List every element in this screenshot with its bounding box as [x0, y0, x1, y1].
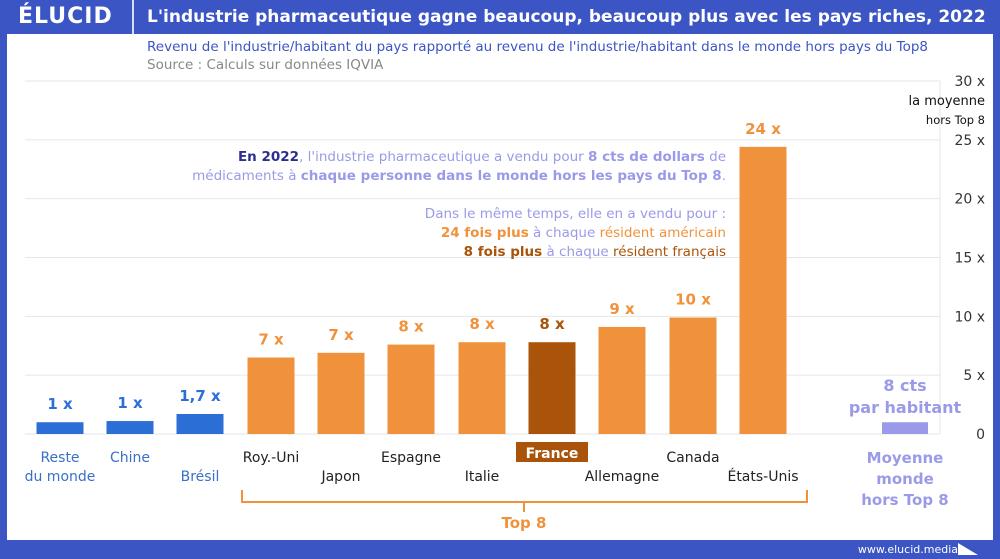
y-tick-label: 25 x [954, 133, 985, 149]
top8-bracket [241, 490, 808, 512]
bar [739, 146, 787, 435]
bar-value-label: 8 x [469, 315, 495, 333]
ann-text: En 2022 [237, 149, 300, 165]
bar [106, 421, 154, 434]
annotation-1: En 2022, l'industrie pharmaceutique a ve… [192, 148, 726, 186]
ann-text: résident français [613, 244, 726, 260]
reference-category-label: Moyenne [867, 449, 944, 467]
header: ÉLUCID L'industrie pharmaceutique gagne … [0, 0, 1000, 34]
category-label: Brésil [181, 469, 220, 485]
y-tick-label: 15 x [954, 251, 985, 267]
bar [176, 413, 224, 434]
bar-value-label: 9 x [609, 300, 635, 318]
elucid-logo: ÉLUCID [18, 4, 113, 29]
bar [36, 422, 84, 434]
bar [387, 344, 435, 434]
bar-value-label: 24 x [745, 120, 781, 138]
france-badge [516, 442, 588, 462]
category-label: Italie [465, 469, 500, 485]
category-label: Japon [320, 469, 360, 485]
reference-category-label: monde [876, 470, 934, 488]
ann-text: de [704, 149, 726, 165]
bar-value-label: 8 x [539, 315, 565, 333]
bar-value-label: 10 x [675, 291, 711, 309]
category-label: du monde [25, 469, 96, 485]
ann-text: , l'industrie pharmaceutique a vendu pou… [299, 149, 589, 165]
category-label: Allemagne [585, 469, 660, 485]
ann-text: résident américain [599, 225, 726, 241]
ann-text: Dans le même temps, elle en a vendu pour… [424, 206, 726, 222]
chart-panel [7, 34, 993, 540]
y-tick-label: 30 x [954, 74, 985, 90]
bar [317, 352, 365, 434]
annotation-2: Dans le même temps, elle en a vendu pour… [425, 205, 726, 262]
bar-value-label: 8 x [398, 318, 424, 336]
ann-text: 24 fois plus [440, 225, 529, 241]
bar [247, 357, 295, 434]
ann-text: . [721, 168, 726, 184]
footer-url[interactable]: www.elucid.media [857, 543, 958, 556]
chart-subtitle: Revenu de l'industrie/habitant du pays r… [147, 39, 929, 55]
ann-text: à chaque [542, 244, 614, 260]
category-label: France [526, 446, 579, 462]
ann-text: 8 fois plus [463, 244, 543, 260]
reference-category-label: hors Top 8 [861, 491, 948, 509]
reference-bar [882, 422, 928, 434]
bar-value-label: 7 x [258, 331, 284, 349]
ann-text: à chaque [528, 225, 600, 241]
bar [669, 317, 717, 434]
category-label: Roy.-Uni [243, 450, 299, 466]
bar-value-label: 7 x [328, 326, 354, 344]
top8-label: Top 8 [502, 514, 547, 532]
bar [598, 326, 646, 434]
y-tick-label: 5 x [963, 368, 985, 384]
y-axis-note: hors Top 8 [926, 113, 985, 127]
category-label: Chine [110, 450, 150, 466]
chart-source: Source : Calculs sur données IQVIA [147, 57, 384, 73]
y-tick-label: 0 [976, 427, 985, 443]
chart-title: L'industrie pharmaceutique gagne beaucou… [147, 7, 986, 27]
category-label: États-Unis [727, 468, 798, 485]
bar-value-label: 1 x [117, 394, 143, 412]
ann-text: chaque personne dans le monde hors les p… [300, 168, 722, 184]
reference-value-label: 8 cts [883, 376, 926, 395]
ann-text: médicaments à [192, 168, 301, 184]
y-axis-note: la moyenne [909, 94, 986, 109]
category-label: Canada [666, 450, 719, 466]
y-tick-label: 10 x [954, 309, 985, 325]
reference-value-label: par habitant [849, 398, 962, 417]
category-label: Reste [40, 450, 79, 466]
bar-value-label: 1,7 x [179, 387, 221, 405]
ann-text: 8 cts de dollars [588, 149, 705, 165]
bar-value-label: 1 x [47, 395, 73, 413]
header-divider [132, 0, 134, 34]
category-label: Espagne [381, 450, 441, 466]
bar [458, 342, 506, 434]
flag-icon [958, 543, 978, 555]
y-tick-label: 20 x [954, 192, 985, 208]
bar [528, 342, 576, 434]
